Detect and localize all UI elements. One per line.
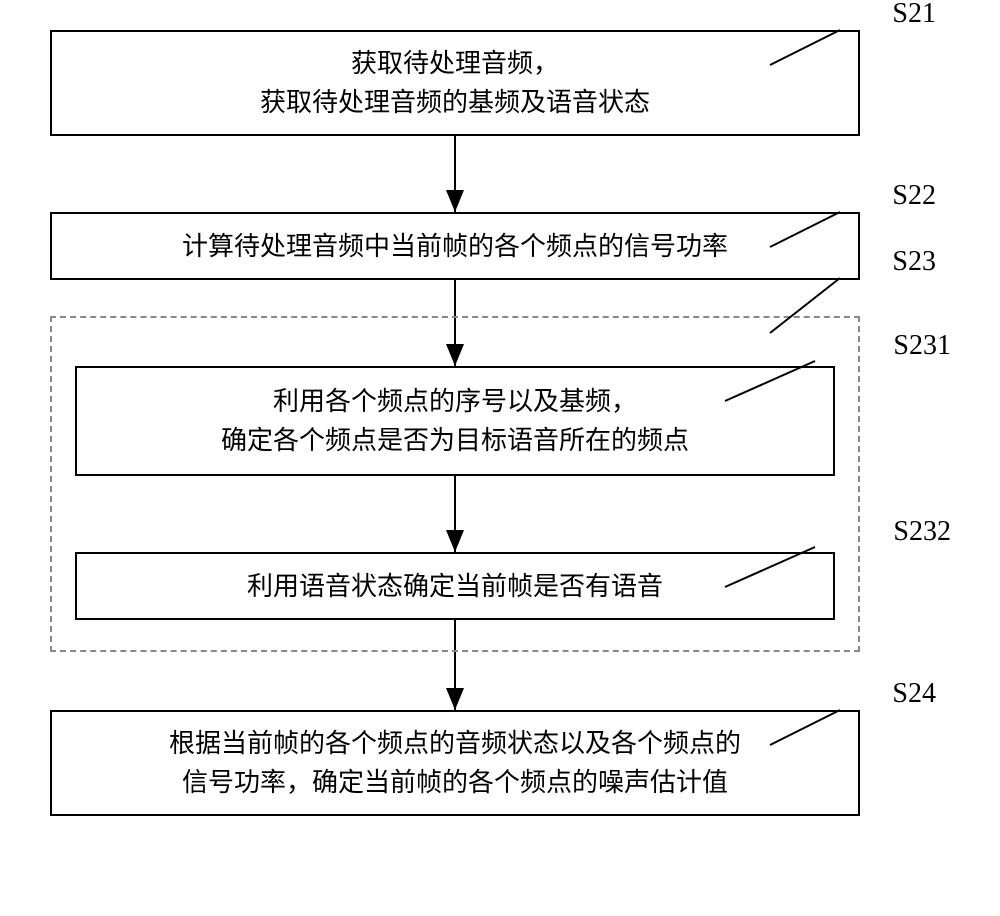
step-label-s22: S22 <box>892 180 936 212</box>
step-label-s21: S21 <box>892 0 936 30</box>
flow-node-s22: 计算待处理音频中当前帧的各个频点的信号功率 S22 <box>50 212 860 280</box>
arrow-down <box>50 652 860 710</box>
leader-line <box>725 552 835 592</box>
node-text: 利用各个频点的序号以及基频， <box>273 382 637 421</box>
node-text: 获取待处理音频， <box>351 44 559 83</box>
step-label-s232: S232 <box>893 516 951 548</box>
node-text: 信号功率，确定当前帧的各个频点的噪声估计值 <box>182 763 728 802</box>
leader-line <box>725 366 835 406</box>
node-text: 确定各个频点是否为目标语音所在的频点 <box>221 421 689 460</box>
arrow-down <box>50 280 860 316</box>
step-label-s23: S23 <box>892 246 936 278</box>
arrow-down <box>50 136 860 212</box>
flow-node-s21: 获取待处理音频， 获取待处理音频的基频及语音状态 S21 <box>50 30 860 136</box>
node-text: 获取待处理音频的基频及语音状态 <box>260 83 650 122</box>
flow-group-s23: S23 利用各个频点的序号以及基频， 确定各个频点是否为目标语音所在的频点 S2… <box>50 316 860 652</box>
step-label-s24: S24 <box>892 678 936 710</box>
flow-node-s231: 利用各个频点的序号以及基频， 确定各个频点是否为目标语音所在的频点 S231 <box>75 366 835 476</box>
arrow-down <box>52 476 858 552</box>
flowchart-container: 获取待处理音频， 获取待处理音频的基频及语音状态 S21 计算待处理音频中当前帧… <box>50 30 950 816</box>
leader-line <box>770 212 860 252</box>
leader-line <box>770 710 860 750</box>
node-text: 利用语音状态确定当前帧是否有语音 <box>247 567 663 606</box>
arrow-down <box>52 620 858 650</box>
flow-node-s24: 根据当前帧的各个频点的音频状态以及各个频点的 信号功率，确定当前帧的各个频点的噪… <box>50 710 860 816</box>
flow-node-s232: 利用语音状态确定当前帧是否有语音 S232 <box>75 552 835 620</box>
leader-line <box>770 30 860 70</box>
step-label-s231: S231 <box>893 330 951 362</box>
node-text: 根据当前帧的各个频点的音频状态以及各个频点的 <box>169 724 741 763</box>
node-text: 计算待处理音频中当前帧的各个频点的信号功率 <box>182 227 728 266</box>
arrow-down <box>52 318 858 366</box>
